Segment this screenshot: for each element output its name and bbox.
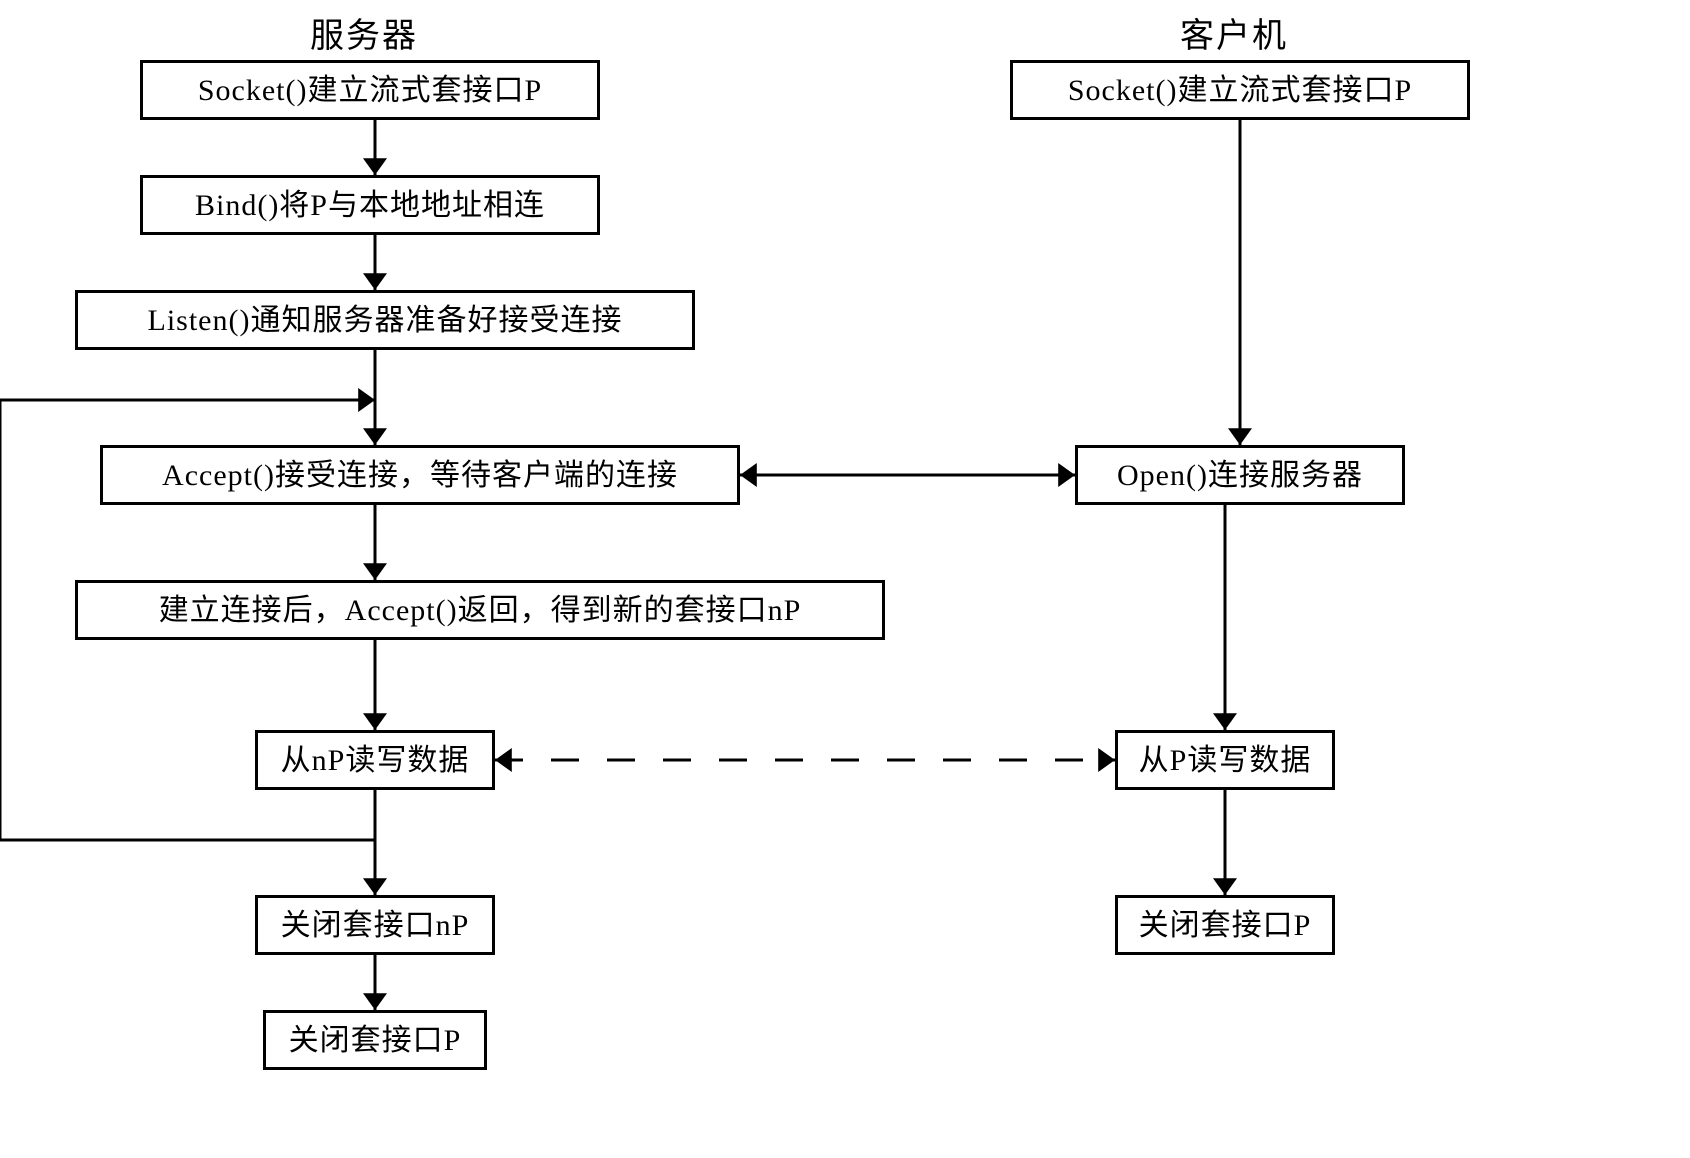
server-rw-node: 从nP读写数据 xyxy=(255,730,495,790)
server-socket-node: Socket()建立流式套接口P xyxy=(140,60,600,120)
server-listen-node: Listen()通知服务器准备好接受连接 xyxy=(75,290,695,350)
server-close-p-node: 关闭套接口P xyxy=(263,1010,487,1070)
server-accept-node: Accept()接受连接，等待客户端的连接 xyxy=(100,445,740,505)
server-accept-return-node: 建立连接后，Accept()返回，得到新的套接口nP xyxy=(75,580,885,640)
server-title: 服务器 xyxy=(310,8,418,57)
client-rw-node: 从P读写数据 xyxy=(1115,730,1335,790)
server-close-np-node: 关闭套接口nP xyxy=(255,895,495,955)
flowchart-canvas: 服务器 客户机 Socket()建立流式套接口P Bind()将P与本地地址相连… xyxy=(0,0,1690,1158)
edges-layer xyxy=(0,0,1690,1158)
client-title: 客户机 xyxy=(1180,8,1288,57)
client-close-node: 关闭套接口P xyxy=(1115,895,1335,955)
server-bind-node: Bind()将P与本地地址相连 xyxy=(140,175,600,235)
client-open-node: Open()连接服务器 xyxy=(1075,445,1405,505)
client-socket-node: Socket()建立流式套接口P xyxy=(1010,60,1470,120)
